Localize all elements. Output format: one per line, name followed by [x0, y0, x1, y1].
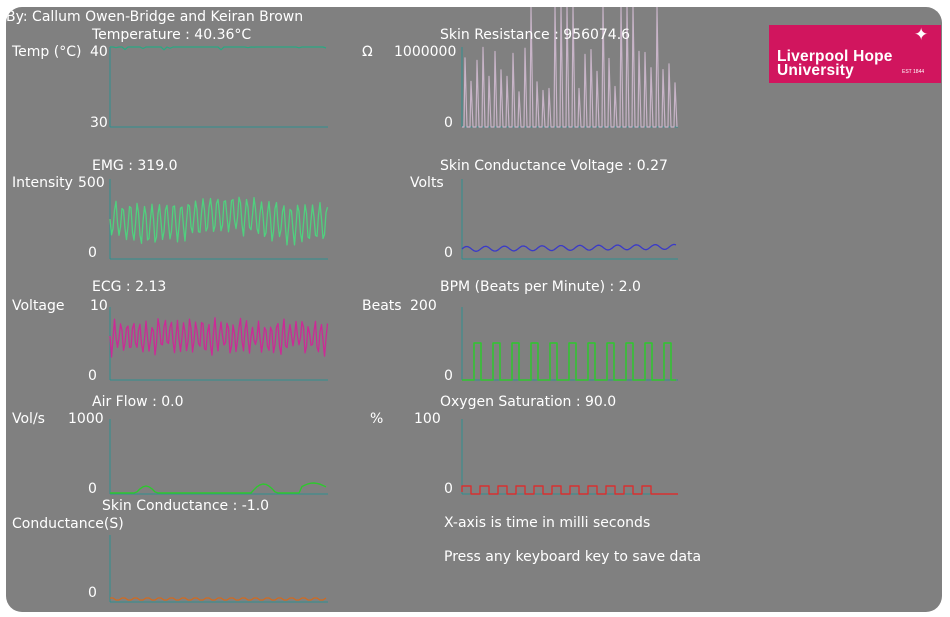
- sc-voltage-trace: [461, 243, 677, 253]
- airflow-title: Air Flow : 0.0: [92, 394, 184, 410]
- skin-conductance-ymin: 0: [88, 585, 97, 601]
- logo-line2: University: [777, 62, 854, 79]
- university-logo: ✦ Liverpool Hope University EST 1844: [769, 25, 941, 83]
- emg-trace: [109, 196, 329, 246]
- skin-resistance-trace: [462, 7, 678, 128]
- oxygen-trace: [461, 485, 678, 495]
- oxygen-ymin: 0: [444, 481, 453, 497]
- emg-title: EMG : 319.0: [92, 158, 178, 174]
- airflow-trace: [110, 482, 327, 494]
- bpm-title: BPM (Beats per Minute) : 2.0: [440, 279, 641, 295]
- xaxis-note: X-axis is time in milli seconds: [444, 515, 651, 531]
- bpm-ymax: 200: [410, 298, 437, 314]
- skin-resistance-ymax: 1000000: [394, 44, 457, 60]
- skin-conductance-title: Skin Conductance : -1.0: [102, 498, 270, 514]
- ecg-ymin: 0: [88, 368, 97, 384]
- emg-unit: Intensity: [12, 175, 73, 191]
- temperature-unit: Temp (°C): [12, 44, 82, 60]
- airflow-ymin: 0: [88, 481, 97, 497]
- temperature-ymax: 40: [90, 44, 108, 60]
- sc-voltage-ymin: 0: [444, 245, 453, 261]
- skin-resistance-ymin: 0: [444, 115, 453, 131]
- sc-voltage-unit: Volts: [410, 175, 444, 191]
- star-icon: ✦: [914, 25, 929, 45]
- temperature-ymin: 30: [90, 115, 108, 131]
- oxygen-ymax: 100: [414, 411, 441, 427]
- sc-voltage-title: Skin Conductance Voltage : 0.27: [440, 158, 668, 174]
- ecg-title: ECG : 2.13: [92, 279, 167, 295]
- airflow-ymax: 1000: [68, 411, 104, 427]
- emg-ymax: 500: [78, 175, 105, 191]
- bpm-unit: Beats: [362, 298, 402, 314]
- temperature-trace: [110, 46, 327, 51]
- credits-text: By: Callum Owen-Bridge and Keiran Brown: [6, 9, 304, 25]
- oxygen-unit: %: [370, 411, 384, 427]
- skin-conductance-trace: [110, 597, 327, 601]
- monitor-window: By: Callum Owen-Bridge and Keiran Brown …: [6, 7, 942, 612]
- ecg-unit: Voltage: [12, 298, 65, 314]
- skin-resistance-title: Skin Resistance : 956074.6: [440, 27, 631, 43]
- logo-line1: Liverpool Hope: [777, 48, 893, 65]
- airflow-unit: Vol/s: [12, 411, 45, 427]
- save-hint: Press any keyboard key to save data: [444, 549, 702, 565]
- oxygen-title: Oxygen Saturation : 90.0: [440, 394, 617, 410]
- bpm-trace: [462, 342, 676, 381]
- skin-resistance-unit: Ω: [362, 44, 373, 60]
- ecg-trace: [109, 317, 329, 358]
- bpm-ymin: 0: [444, 368, 453, 384]
- logo-est: EST 1844: [902, 69, 925, 75]
- ecg-ymax: 10: [90, 298, 108, 314]
- skin-conductance-unit: Conductance(S): [12, 516, 124, 532]
- temperature-title: Temperature : 40.36°C: [92, 27, 252, 43]
- plots-canvas: [109, 7, 678, 603]
- emg-ymin: 0: [88, 245, 97, 261]
